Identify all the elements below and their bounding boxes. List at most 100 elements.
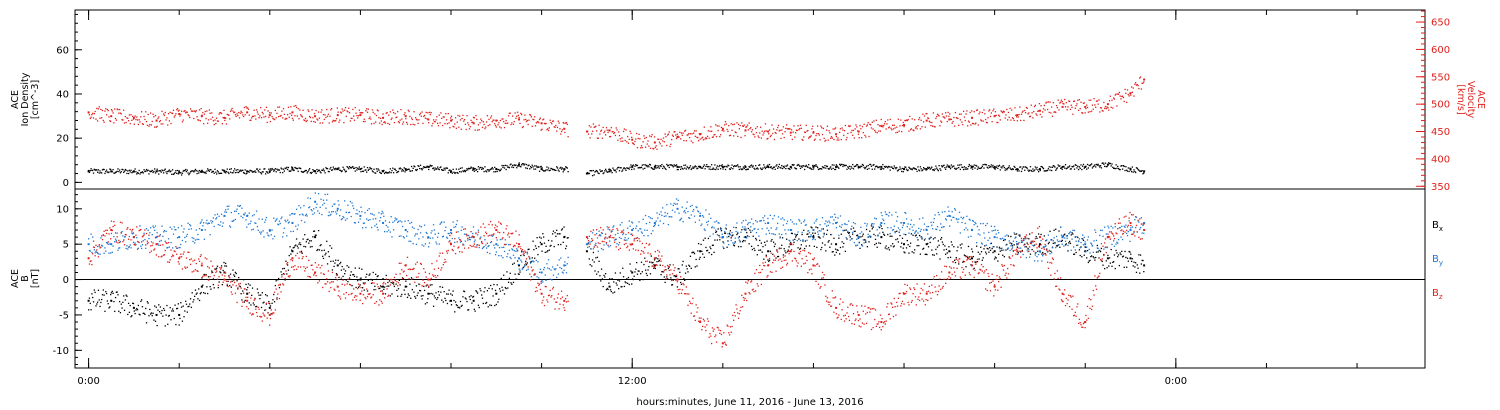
data-dot (716, 165, 718, 167)
data-dot (394, 112, 396, 115)
data-dot (614, 272, 617, 274)
data-dot (179, 115, 181, 117)
data-dot (600, 248, 603, 250)
data-dot (347, 111, 349, 113)
data-dot (448, 122, 450, 124)
data-dot (663, 215, 665, 218)
data-dot (1002, 239, 1005, 242)
data-dot (229, 110, 232, 113)
data-dot (180, 243, 182, 246)
data-dot (352, 108, 354, 111)
data-dot (366, 108, 368, 110)
data-dot (412, 278, 414, 280)
data-dot (384, 171, 387, 173)
data-dot (953, 246, 955, 248)
data-dot (635, 225, 638, 227)
data-dot (364, 282, 366, 284)
data-dot (643, 135, 645, 137)
data-dot (1134, 170, 1136, 173)
data-dot (129, 171, 131, 173)
data-dot (954, 168, 957, 170)
data-dot (302, 214, 304, 216)
data-dot (746, 235, 749, 237)
data-dot (242, 216, 244, 219)
data-dot (489, 304, 491, 306)
data-dot (1038, 103, 1041, 105)
data-dot (502, 118, 504, 120)
data-dot (439, 223, 441, 225)
data-dot (936, 115, 938, 118)
data-dot (762, 217, 764, 219)
data-dot (459, 307, 461, 309)
data-dot (265, 106, 268, 108)
data-dot (327, 214, 330, 217)
data-dot (635, 261, 638, 264)
data-dot (865, 166, 867, 169)
data-dot (356, 209, 358, 211)
data-dot (947, 111, 949, 114)
data-dot (220, 172, 223, 175)
data-dot (220, 172, 222, 175)
data-dot (888, 126, 891, 128)
data-dot (1072, 166, 1074, 168)
data-dot (662, 140, 664, 142)
data-dot (1129, 92, 1131, 95)
data-dot (785, 233, 787, 235)
data-dot (630, 132, 632, 134)
data-dot (820, 168, 822, 170)
data-dot (1037, 110, 1039, 112)
data-dot (213, 172, 215, 174)
data-dot (790, 166, 792, 168)
data-dot (122, 235, 124, 237)
legend-entry-bx: Bx (1432, 220, 1443, 233)
data-dot (375, 172, 377, 174)
data-dot (123, 170, 126, 172)
data-dot (217, 287, 219, 289)
data-dot (180, 225, 183, 227)
data-dot (809, 136, 811, 138)
data-dot (750, 131, 753, 133)
data-dot (565, 264, 567, 267)
data-dot (329, 214, 331, 217)
data-dot (874, 243, 876, 246)
data-dot (781, 133, 784, 135)
data-dot (958, 166, 960, 169)
data-dot (1006, 167, 1009, 170)
data-dot (122, 169, 124, 171)
data-dot (283, 267, 285, 270)
data-dot (132, 241, 135, 243)
data-dot (1079, 107, 1081, 110)
data-dot (928, 120, 931, 122)
data-dot (1029, 253, 1032, 255)
data-dot (485, 247, 488, 249)
data-dot (269, 305, 272, 307)
data-dot (713, 168, 715, 170)
data-dot (149, 170, 151, 172)
data-dot (755, 239, 758, 241)
data-dot (890, 245, 892, 247)
data-dot (741, 168, 744, 170)
data-dot (904, 166, 906, 168)
data-dot (460, 305, 462, 307)
data-dot (315, 172, 317, 174)
data-dot (493, 283, 495, 286)
data-dot (981, 111, 984, 114)
data-dot (407, 109, 409, 111)
data-dot (784, 250, 786, 252)
data-dot (1069, 168, 1072, 170)
data-dot (206, 110, 208, 112)
data-dot (604, 238, 606, 240)
data-dot (490, 117, 492, 119)
data-dot (758, 136, 760, 139)
data-dot (219, 271, 221, 273)
data-dot (545, 245, 547, 247)
data-dot (641, 164, 643, 166)
data-dot (869, 163, 871, 166)
data-dot (922, 248, 924, 250)
data-dot (441, 236, 444, 238)
data-dot (964, 168, 966, 170)
data-dot (193, 170, 196, 172)
data-dot (229, 168, 231, 170)
data-dot (554, 126, 556, 128)
data-point (291, 168, 294, 171)
